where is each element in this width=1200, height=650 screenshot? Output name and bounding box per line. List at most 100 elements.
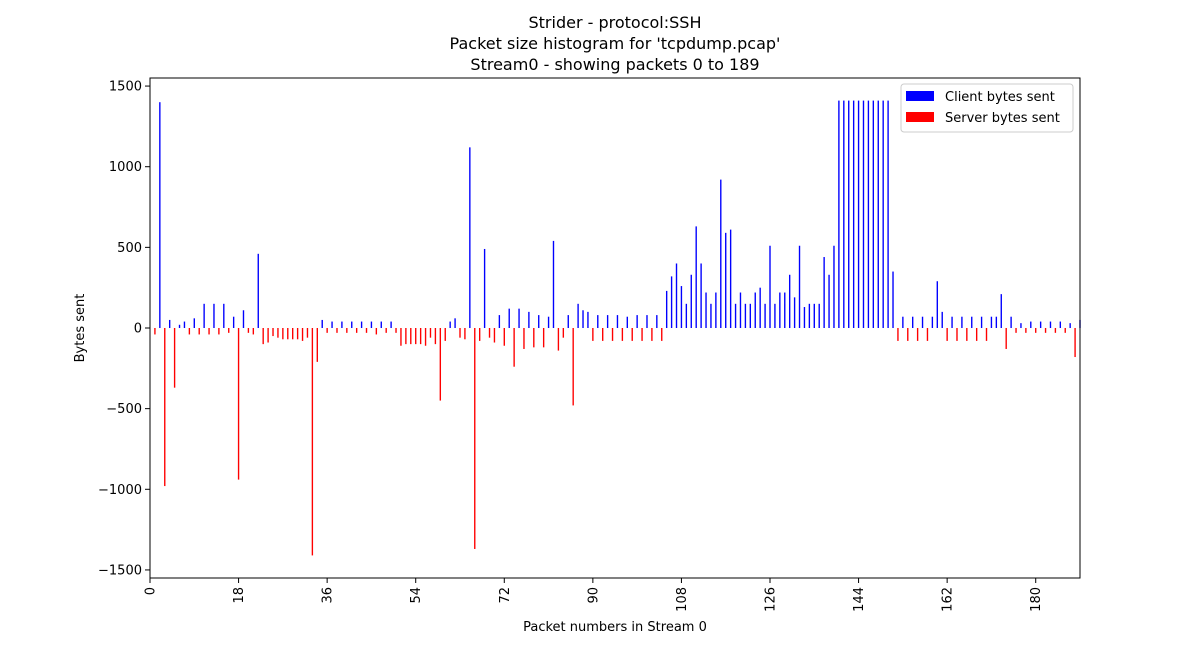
legend-label-client: Client bytes sent bbox=[945, 90, 1055, 105]
x-tick-label-72: 72 bbox=[498, 587, 513, 604]
server-bar-58 bbox=[434, 328, 437, 345]
y-tick-label-0: 0 bbox=[134, 322, 142, 337]
client-bar-144 bbox=[857, 100, 860, 328]
x-tick-label-0: 0 bbox=[144, 587, 159, 595]
client-bar-161 bbox=[941, 311, 943, 328]
server-bar-80 bbox=[542, 328, 545, 348]
client-bar-113 bbox=[705, 292, 707, 328]
client-bar-123 bbox=[754, 292, 756, 328]
x-tick-label-54: 54 bbox=[409, 587, 424, 604]
server-bar-14 bbox=[218, 328, 220, 335]
client-bar-6 bbox=[178, 324, 181, 328]
server-bar-156 bbox=[916, 328, 919, 341]
server-bar-180 bbox=[1035, 328, 1037, 333]
client-bar-118 bbox=[729, 229, 732, 328]
server-bar-54 bbox=[415, 328, 417, 345]
client-bar-172 bbox=[995, 316, 998, 328]
client-bar-179 bbox=[1030, 321, 1032, 328]
y-axis-label: Bytes sent bbox=[73, 294, 88, 363]
client-bar-99 bbox=[636, 315, 638, 328]
server-bars bbox=[154, 328, 1076, 556]
client-bar-148 bbox=[877, 100, 879, 328]
server-bar-184 bbox=[1054, 328, 1057, 333]
client-bar-143 bbox=[852, 100, 855, 328]
client-bar-112 bbox=[700, 263, 702, 328]
client-bar-39 bbox=[341, 321, 343, 328]
server-bar-25 bbox=[272, 328, 274, 337]
server-bar-94 bbox=[611, 328, 614, 341]
client-bar-122 bbox=[749, 303, 752, 328]
client-bar-167 bbox=[971, 316, 973, 328]
client-bar-82 bbox=[552, 240, 555, 328]
server-bar-55 bbox=[419, 328, 422, 345]
client-bar-88 bbox=[582, 310, 584, 328]
server-bar-28 bbox=[287, 328, 289, 340]
server-bar-158 bbox=[926, 328, 929, 341]
client-bar-145 bbox=[862, 100, 865, 328]
y-tick-label-1500: 1500 bbox=[109, 80, 142, 95]
client-bar-49 bbox=[390, 321, 392, 328]
server-bar-3 bbox=[164, 328, 166, 487]
server-bar-83 bbox=[557, 328, 560, 351]
client-bar-169 bbox=[980, 316, 983, 328]
x-tick-label-108: 108 bbox=[675, 587, 690, 612]
client-bar-125 bbox=[764, 303, 766, 328]
client-bar-126 bbox=[769, 245, 771, 328]
client-bar-65 bbox=[469, 147, 471, 328]
client-bar-187 bbox=[1069, 323, 1071, 328]
client-bar-127 bbox=[774, 303, 776, 328]
server-bar-100 bbox=[641, 328, 643, 341]
client-bar-77 bbox=[528, 311, 530, 328]
server-bar-86 bbox=[572, 328, 574, 406]
server-bar-8 bbox=[188, 328, 191, 335]
server-bar-170 bbox=[985, 328, 988, 341]
server-bar-12 bbox=[208, 328, 210, 335]
client-bar-185 bbox=[1059, 321, 1062, 328]
client-bar-173 bbox=[1000, 294, 1002, 328]
server-bar-40 bbox=[346, 328, 348, 333]
x-tick-label-18: 18 bbox=[232, 587, 247, 604]
client-bar-117 bbox=[725, 232, 727, 328]
client-bar-135 bbox=[813, 303, 815, 328]
client-bar-37 bbox=[331, 321, 333, 328]
client-bar-79 bbox=[538, 315, 540, 328]
client-bar-7 bbox=[183, 321, 186, 328]
server-bar-72 bbox=[503, 328, 505, 346]
server-bar-5 bbox=[173, 328, 176, 388]
client-bar-4 bbox=[168, 319, 171, 328]
server-bar-60 bbox=[444, 328, 446, 341]
client-bar-132 bbox=[798, 245, 801, 328]
server-bar-166 bbox=[966, 328, 968, 341]
client-bars bbox=[159, 100, 1081, 328]
server-bar-20 bbox=[247, 328, 250, 333]
x-tick-label-90: 90 bbox=[586, 587, 601, 604]
title-line-3: Stream0 - showing packets 0 to 189 bbox=[470, 55, 759, 74]
client-bar-124 bbox=[759, 287, 761, 328]
client-bar-115 bbox=[715, 292, 717, 328]
server-bar-52 bbox=[405, 328, 407, 345]
client-bar-105 bbox=[665, 290, 668, 328]
client-bar-93 bbox=[606, 315, 609, 328]
legend-label-server: Server bytes sent bbox=[945, 111, 1060, 126]
server-bar-21 bbox=[252, 328, 255, 335]
title-line-2: Packet size histogram for 'tcpdump.pcap' bbox=[450, 34, 781, 53]
y-tick-label--1500: −1500 bbox=[98, 563, 142, 578]
x-tick-label-162: 162 bbox=[941, 587, 956, 612]
server-bar-90 bbox=[592, 328, 594, 341]
client-bar-129 bbox=[784, 292, 786, 328]
plot-area-frame bbox=[149, 77, 1081, 579]
server-bar-63 bbox=[459, 328, 461, 338]
server-bar-10 bbox=[198, 328, 200, 335]
client-bar-138 bbox=[828, 274, 830, 328]
server-bar-66 bbox=[474, 328, 476, 549]
client-bar-109 bbox=[685, 303, 688, 328]
server-bar-56 bbox=[424, 328, 427, 346]
y-tick-label-500: 500 bbox=[117, 241, 142, 256]
client-bar-111 bbox=[695, 226, 697, 328]
client-bar-101 bbox=[646, 315, 648, 328]
client-bar-165 bbox=[961, 316, 963, 328]
client-bar-81 bbox=[547, 316, 550, 328]
client-bar-85 bbox=[567, 315, 569, 328]
client-bar-43 bbox=[360, 321, 363, 328]
server-bar-38 bbox=[336, 328, 338, 333]
